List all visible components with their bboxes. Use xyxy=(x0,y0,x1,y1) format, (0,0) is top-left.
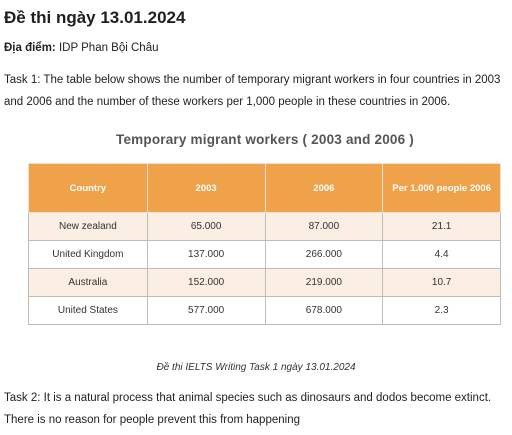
cell-per-1000: 21.1 xyxy=(382,212,501,241)
task1-prompt: Task 1: The table below shows the number… xyxy=(4,74,501,108)
cell-country: United States xyxy=(28,296,148,325)
header-2006: 2006 xyxy=(264,163,384,213)
header-country: Country xyxy=(28,163,148,213)
table-header-row: Country 2003 2006 Per 1.000 people 2006 xyxy=(28,163,501,213)
location-value: IDP Phan Bội Châu xyxy=(58,42,159,54)
migrant-workers-table: Country 2003 2006 Per 1.000 people 2006 … xyxy=(28,163,501,325)
table-row: United States 577.000 678.000 2.3 xyxy=(28,296,501,325)
cell-2006: 87.000 xyxy=(264,212,384,241)
cell-country: New zealand xyxy=(28,212,148,241)
cell-2003: 152.000 xyxy=(146,268,266,297)
task2-prompt: Task 2: It is a natural process that ani… xyxy=(4,392,492,426)
table-row: Australia 152.000 219.000 10.7 xyxy=(28,268,501,297)
cell-per-1000: 4.4 xyxy=(382,240,501,269)
cell-2003: 577.000 xyxy=(146,296,266,325)
exam-location: Địa điểm: IDP Phan Bội Châu xyxy=(4,42,159,54)
location-label: Địa điểm: xyxy=(4,42,56,54)
cell-2003: 137.000 xyxy=(146,240,266,269)
cell-2006: 219.000 xyxy=(264,268,384,297)
cell-per-1000: 2.3 xyxy=(382,296,501,325)
table-title: Temporary migrant workers ( 2003 and 200… xyxy=(116,132,414,147)
table-row: United Kingdom 137.000 266.000 4.4 xyxy=(28,240,501,269)
cell-2003: 65.000 xyxy=(146,212,266,241)
header-per-1000: Per 1.000 people 2006 xyxy=(382,163,501,213)
cell-country: Australia xyxy=(28,268,148,297)
figure-caption: Đề thi IELTS Writing Task 1 ngày 13.01.2… xyxy=(156,362,356,373)
table-figure: Temporary migrant workers ( 2003 and 200… xyxy=(28,126,502,326)
cell-2006: 266.000 xyxy=(264,240,384,269)
page-heading: Đề thi ngày 13.01.2024 xyxy=(4,8,186,27)
cell-per-1000: 10.7 xyxy=(382,268,501,297)
table-row: New zealand 65.000 87.000 21.1 xyxy=(28,212,501,241)
cell-country: United Kingdom xyxy=(28,240,148,269)
header-2003: 2003 xyxy=(146,163,266,213)
cell-2006: 678.000 xyxy=(264,296,384,325)
